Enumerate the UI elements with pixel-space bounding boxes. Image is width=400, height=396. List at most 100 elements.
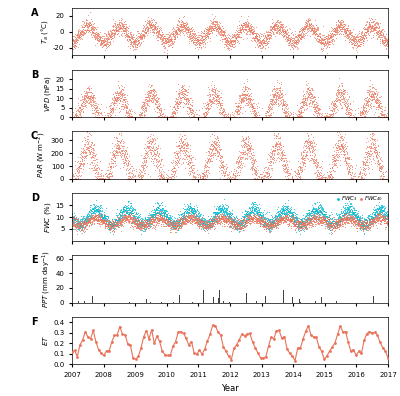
Point	[105, 39, 111, 45]
Point	[274, 24, 280, 30]
Point	[343, 103, 349, 110]
Point	[293, 223, 299, 229]
Point	[244, 92, 250, 98]
Point	[86, 89, 93, 95]
Point	[188, 32, 194, 38]
Point	[358, 39, 365, 46]
Point	[327, 220, 333, 227]
Point	[316, 169, 323, 175]
Point	[164, 37, 170, 44]
Point	[76, 160, 82, 166]
Point	[287, 26, 294, 32]
Point	[202, 113, 208, 119]
Point	[268, 217, 275, 223]
Point	[296, 34, 302, 41]
Point	[305, 213, 312, 219]
Point	[159, 114, 165, 120]
Point	[301, 28, 307, 34]
Point	[351, 113, 358, 119]
Point	[176, 88, 182, 94]
Point	[377, 168, 383, 174]
Point	[92, 204, 98, 211]
Point	[114, 95, 120, 101]
Point	[110, 22, 116, 28]
Point	[134, 44, 140, 50]
Point	[217, 164, 224, 171]
Point	[305, 80, 312, 86]
Point	[107, 111, 113, 117]
Point	[244, 147, 250, 153]
Point	[208, 223, 215, 230]
Point	[171, 109, 177, 115]
Point	[254, 218, 260, 225]
Point	[333, 221, 340, 227]
Point	[247, 95, 253, 101]
Point	[294, 114, 300, 120]
Point	[140, 99, 146, 105]
Point	[97, 171, 104, 178]
Point	[269, 148, 276, 155]
Point	[237, 226, 244, 232]
Point	[343, 217, 349, 224]
Point	[278, 215, 284, 222]
Point	[365, 164, 372, 170]
Point	[240, 138, 246, 144]
Point	[157, 114, 163, 120]
Point	[69, 216, 75, 223]
Point	[324, 176, 330, 182]
Point	[350, 35, 356, 42]
Point	[304, 154, 310, 161]
Point	[207, 158, 213, 164]
Point	[237, 223, 244, 229]
Point	[226, 213, 232, 219]
Point	[322, 209, 328, 215]
Point	[107, 225, 114, 231]
Point	[346, 39, 352, 45]
Point	[166, 38, 173, 44]
Point	[189, 208, 196, 215]
Point	[380, 114, 386, 120]
Point	[226, 212, 232, 218]
Point	[330, 110, 336, 117]
Point	[206, 23, 212, 29]
Point	[329, 38, 336, 44]
Point	[146, 216, 152, 223]
Point	[278, 215, 284, 221]
Point	[371, 207, 378, 213]
Point	[380, 217, 387, 223]
Point	[90, 141, 97, 148]
Point	[277, 21, 284, 28]
Point	[365, 26, 372, 32]
Point	[295, 219, 301, 225]
Point	[213, 215, 219, 221]
Point	[100, 215, 106, 221]
Point	[274, 213, 280, 219]
Point	[168, 114, 175, 120]
Point	[126, 214, 133, 221]
Point	[240, 23, 246, 30]
Point	[129, 208, 135, 214]
Point	[372, 210, 378, 217]
Point	[275, 27, 281, 33]
Point	[364, 94, 370, 101]
Point	[79, 148, 85, 155]
Point	[79, 168, 85, 175]
Point	[140, 107, 146, 113]
Point	[258, 176, 264, 182]
Point	[204, 35, 211, 41]
Point	[372, 216, 378, 222]
Point	[135, 217, 141, 223]
Point	[315, 213, 322, 220]
Point	[224, 114, 230, 120]
Point	[143, 224, 150, 230]
Point	[178, 21, 184, 27]
Point	[75, 114, 82, 120]
Point	[247, 140, 254, 146]
Point	[99, 114, 105, 120]
Point	[314, 172, 320, 178]
Point	[150, 208, 156, 215]
Point	[289, 215, 295, 221]
Point	[152, 219, 158, 226]
Point	[368, 160, 374, 167]
Point	[240, 24, 246, 30]
